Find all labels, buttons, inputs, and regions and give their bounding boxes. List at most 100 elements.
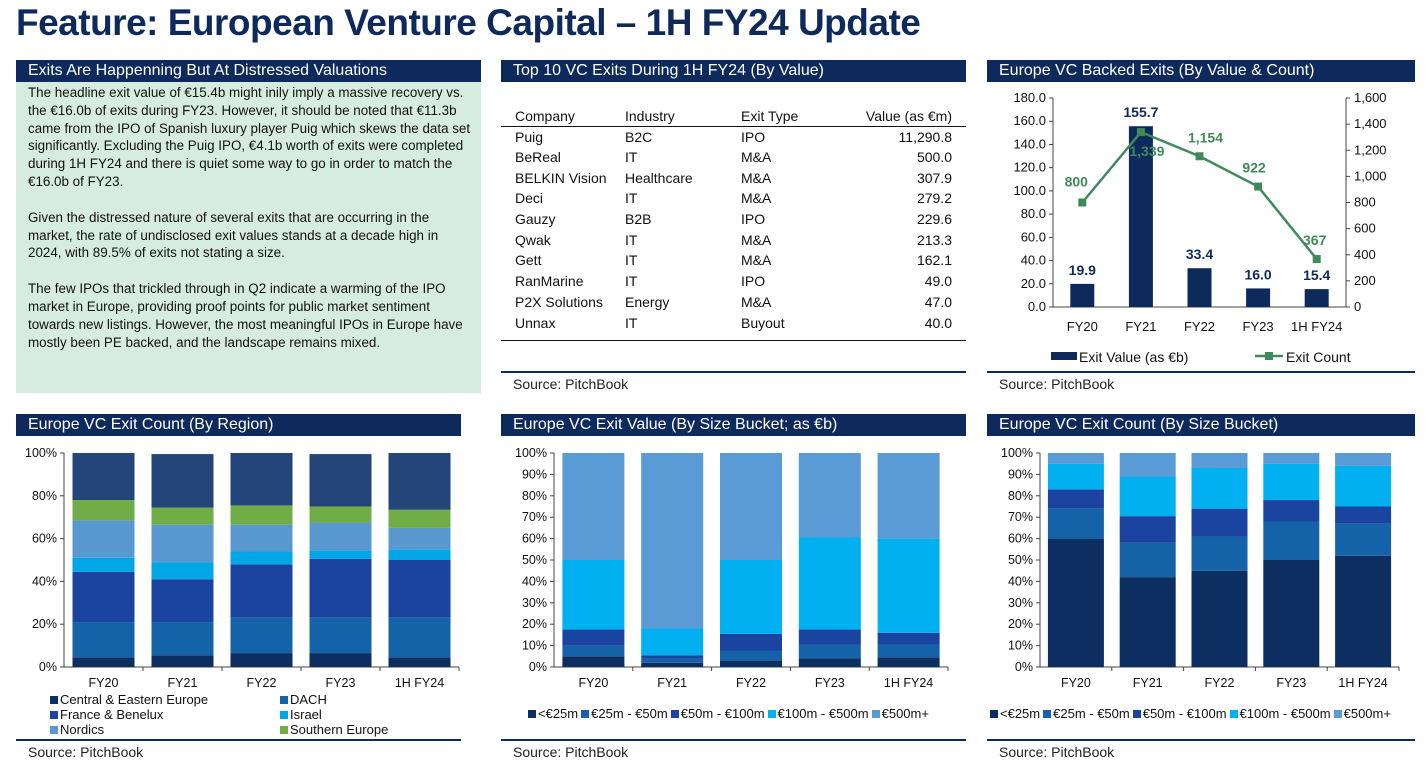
company-cell: Deci (515, 190, 544, 207)
legend-label: €500m+ (881, 706, 929, 721)
legend-item: €25m - €50m (581, 706, 668, 721)
bar-segment (641, 658, 704, 663)
bar-segment (798, 629, 861, 645)
legend-label: €500m+ (1343, 706, 1391, 721)
y-tick-label: 0% (529, 660, 547, 674)
chart-legend: Central & Eastern Europe DACH France & Ben… (50, 692, 470, 737)
bar-segment (1263, 463, 1320, 501)
y-tick-label: 20% (1008, 617, 1033, 631)
source-note: Source: PitchBook (16, 739, 461, 760)
y-tick-label: 60% (522, 532, 547, 546)
legend-swatch (528, 710, 536, 718)
y-tick-label: 120.0 (1013, 160, 1046, 175)
value-cell: 162.1 (916, 252, 952, 269)
bar-segment (388, 657, 451, 667)
y-tick-label: 60% (32, 532, 57, 546)
legend-swatch (1043, 710, 1052, 718)
bar-segment (309, 653, 372, 667)
bar-segment (72, 500, 135, 521)
y2-tick-label: 800 (1354, 195, 1376, 210)
legend-item: €25m - €50m (1043, 706, 1130, 721)
y-tick-label: 0% (39, 660, 57, 674)
chart-header: Europe VC Backed Exits (By Value & Count… (987, 60, 1415, 82)
commentary-paragraph: The headline exit value of €15.4b might … (28, 85, 471, 189)
bar-segment (1335, 555, 1392, 667)
bar-data-label: 33.4 (1186, 246, 1213, 262)
bar-segment (1047, 538, 1104, 667)
bar-segment (1119, 476, 1176, 517)
bar-segment (309, 506, 372, 523)
y-tick-label: 90% (1008, 467, 1033, 481)
legend-swatch (280, 726, 288, 734)
legend-item: Southern Europe (280, 722, 470, 737)
bar-segment (388, 617, 451, 658)
bar-segment (798, 537, 861, 630)
commentary-paragraph: The few IPOs that trickled through in Q2… (28, 281, 463, 350)
bar-segment (641, 628, 704, 656)
legend-swatch (670, 710, 679, 718)
legend-swatch (1333, 710, 1342, 718)
y-tick-label: 60% (1008, 532, 1033, 546)
bar-segment (151, 562, 214, 580)
legend-item: France & Benelux (50, 707, 280, 722)
x-tick-label: FY21 (657, 676, 687, 690)
x-tick-label: FY20 (1067, 319, 1098, 334)
bar-segment (72, 657, 135, 667)
exit-type-cell: M&A (741, 252, 772, 269)
industry-cell: B2C (625, 128, 653, 145)
bar-segment (562, 453, 625, 560)
bar-segment (562, 645, 625, 657)
y-tick-label: 90% (522, 467, 547, 481)
bar-segment (388, 509, 451, 528)
bar-segment (309, 617, 372, 654)
bar-segment (230, 505, 293, 525)
bar-segment (72, 557, 135, 572)
legend-label: €100m - €500m (1239, 706, 1331, 721)
bar-segment (1335, 523, 1392, 556)
legend-item: <€25m (528, 706, 578, 721)
bar-segment (1047, 508, 1104, 539)
legend-label: Central & Eastern Europe (60, 692, 209, 707)
y-tick-label: 180.0 (1013, 90, 1046, 105)
line-data-label: 1,339 (1129, 143, 1164, 159)
line-point (1136, 128, 1145, 137)
exit-count-line (1081, 130, 1318, 260)
industry-cell: IT (625, 190, 638, 207)
y-tick-label: 100% (25, 446, 57, 460)
bar-segment (230, 551, 293, 565)
bar-segment (1335, 453, 1392, 466)
bar-segment (562, 560, 625, 630)
exits-value-count-panel: Europe VC Backed Exits (By Value & Count… (987, 60, 1415, 82)
commentary-panel: Exits Are Happenning But At Distressed V… (16, 60, 481, 82)
bar-segment (151, 524, 214, 563)
legend-item: Central & Eastern Europe (50, 692, 280, 707)
legend-swatch (1265, 352, 1273, 360)
legend-item: Israel (280, 707, 470, 722)
bar-segment (388, 453, 451, 510)
bar-segment (641, 453, 704, 629)
bar-segment (1047, 489, 1104, 509)
bar (1246, 288, 1271, 307)
legend-item: €500m+ (1333, 706, 1391, 721)
y-tick-label: 30% (1008, 596, 1033, 610)
industry-cell: IT (625, 252, 638, 269)
exit-count-size-panel: Europe VC Exit Count (By Size Bucket) (987, 414, 1415, 436)
value-cell: 213.3 (916, 231, 952, 248)
table-row: BELKIN Vision Healthcare M&A 307.9 (501, 167, 966, 188)
industry-cell: IT (625, 314, 638, 331)
legend-item: Nordics (50, 722, 280, 737)
bar (1070, 283, 1095, 307)
bar-segment (230, 564, 293, 618)
y-tick-label: 40% (522, 574, 547, 588)
x-tick-label: FY22 (1184, 319, 1215, 334)
bar-segment (1335, 465, 1392, 507)
industry-cell: Healthcare (625, 169, 693, 186)
value-cell: 40.0 (924, 314, 952, 331)
source-note: Source: PitchBook (987, 371, 1415, 392)
bar-segment (151, 454, 214, 508)
bar-segment (877, 657, 940, 667)
table-row: Gett IT M&A 162.1 (501, 250, 966, 271)
table-header-row: Company Industry Exit Type Value (as €m) (501, 107, 966, 127)
value-cell: 49.0 (924, 273, 952, 290)
bar-segment (720, 453, 782, 560)
